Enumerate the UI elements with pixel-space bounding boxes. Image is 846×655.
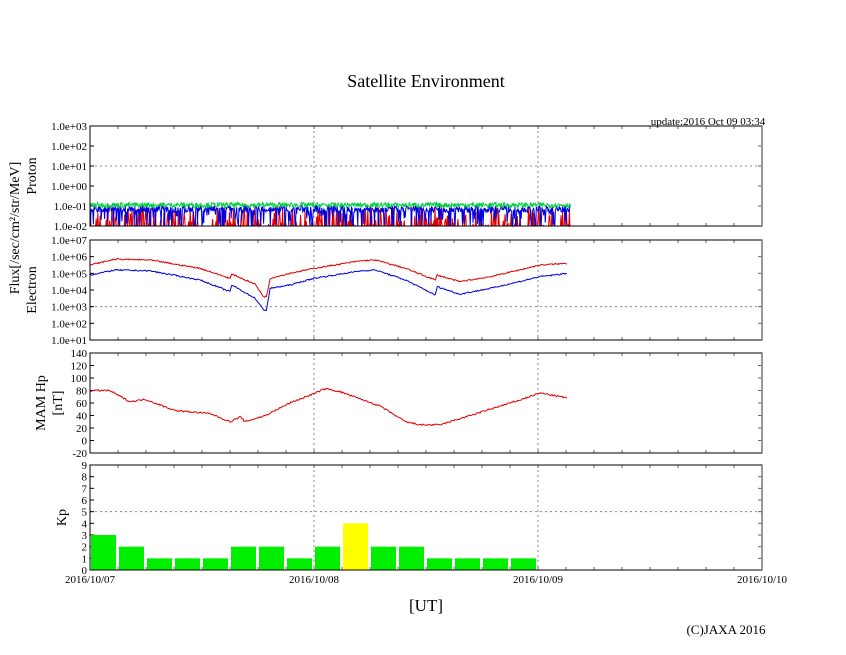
y-tick-label: 1.0e+01 (51, 161, 87, 173)
hp-unit-label: [nT] (51, 391, 66, 416)
y-tick-label: 7 (82, 483, 88, 495)
y-tick-label: 1.0e+03 (51, 121, 87, 133)
kp-bar (343, 523, 368, 570)
y-tick-label: 1.0e+01 (51, 335, 87, 347)
x-tick-label: 2016/10/08 (289, 574, 340, 586)
kp-bar (119, 546, 144, 570)
y-tick-label: 5 (82, 507, 88, 519)
electron-red-series (89, 257, 568, 299)
proton-green-series (89, 200, 571, 210)
y-tick-label: 1.0e+03 (51, 302, 87, 314)
panel-frame (89, 352, 763, 454)
kp-bar (455, 558, 480, 570)
y-tick-label: 1 (82, 553, 88, 565)
panel-frame (89, 464, 763, 571)
x-tick-label: 2016/10/09 (513, 574, 564, 586)
y-tick-label: 4 (82, 518, 88, 530)
y-tick-label: 60 (76, 398, 88, 410)
y-tick-label: 20 (76, 423, 88, 435)
kp-bar (91, 535, 116, 570)
kp-bar (203, 558, 228, 570)
hp-Hp-series (89, 387, 568, 426)
y-tick-label: 1.0e+07 (51, 235, 87, 247)
kp-bar (483, 558, 508, 570)
electron-axis-label: Electron (25, 266, 40, 313)
y-tick-label: 1.0e+04 (51, 285, 87, 297)
kp-bar (259, 546, 284, 570)
y-tick-label: 1.0e-02 (54, 221, 87, 233)
y-tick-label: 1.0e+00 (51, 181, 87, 193)
y-tick-label: 120 (71, 361, 88, 373)
update-timestamp: update:2016 Oct 09 03:34 (651, 116, 766, 128)
kp-bar (371, 546, 396, 570)
flux-axis-label: Flux[/sec/cm²/str/MeV] (8, 162, 23, 295)
chart-title: Satellite Environment (347, 71, 504, 91)
y-tick-label: 1.0e+06 (51, 252, 87, 264)
kp-bar (231, 546, 256, 570)
y-tick-label: 3 (82, 530, 88, 542)
y-tick-label: 80 (76, 386, 88, 398)
hp-axis-label: MAM Hp (34, 375, 49, 431)
x-tick-label: 2016/10/10 (737, 574, 788, 586)
y-tick-label: 0 (82, 436, 88, 448)
y-tick-label: 1.0e+05 (51, 268, 87, 280)
y-tick-label: 1.0e-01 (54, 201, 87, 213)
electron-blue-series (89, 268, 567, 312)
proton-blue-series (89, 204, 571, 228)
y-tick-label: 140 (71, 348, 88, 360)
copyright: (C)JAXA 2016 (686, 622, 766, 637)
y-tick-label: 0 (82, 565, 88, 577)
kp-bar (175, 558, 200, 570)
proton-axis-label: Proton (25, 157, 40, 194)
kp-bar (287, 558, 312, 570)
kp-bar (427, 558, 452, 570)
y-tick-label: -20 (72, 448, 87, 460)
y-tick-label: 6 (82, 495, 88, 507)
kp-axis-label: Kp (55, 509, 70, 526)
kp-bar (147, 558, 172, 570)
kp-bar (399, 546, 424, 570)
x-tick-label: 2016/10/07 (65, 574, 116, 586)
y-tick-label: 8 (82, 472, 88, 484)
kp-bar (511, 558, 536, 570)
y-tick-label: 9 (82, 460, 88, 472)
kp-bar (315, 546, 340, 570)
y-tick-label: 2 (82, 542, 88, 554)
y-tick-label: 40 (76, 411, 88, 423)
x-axis-label: [UT] (409, 596, 443, 615)
y-tick-label: 1.0e+02 (51, 141, 87, 153)
y-tick-label: 100 (71, 373, 88, 385)
y-tick-label: 1.0e+02 (51, 318, 87, 330)
